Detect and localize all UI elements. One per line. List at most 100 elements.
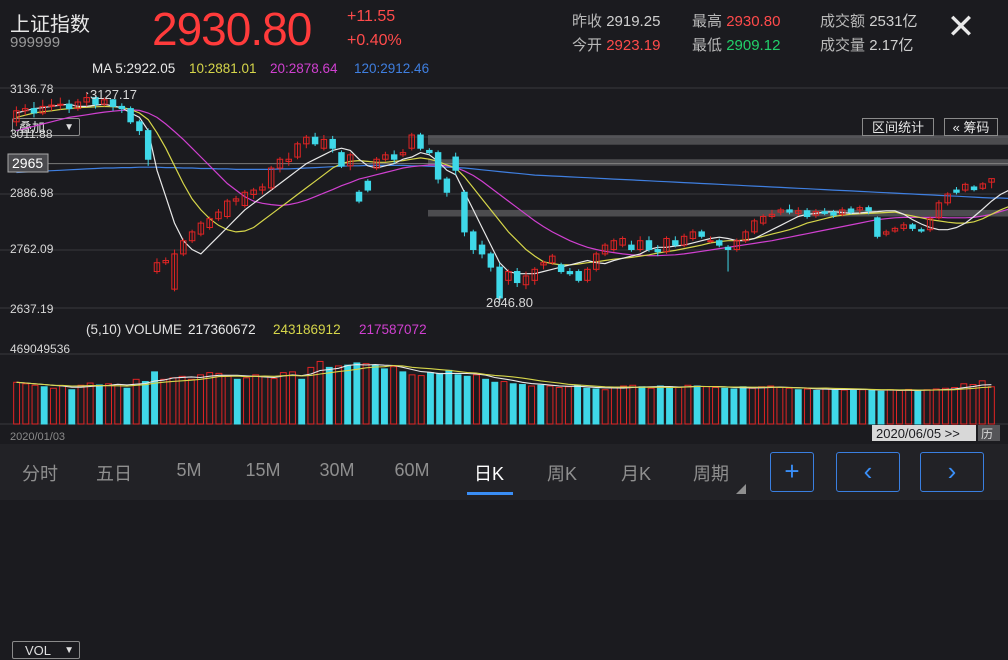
volume-bar-up — [409, 375, 415, 424]
volume-ma5-line — [17, 365, 992, 391]
chevron-right-icon[interactable]: › — [920, 452, 984, 492]
volume-bar-up — [749, 388, 755, 424]
candle-down — [128, 109, 133, 122]
volume-bar-down — [575, 385, 581, 424]
candle-down — [119, 106, 124, 108]
candle-down — [629, 245, 634, 249]
volume-bar-up — [473, 375, 479, 424]
volume-bar-down — [878, 391, 884, 424]
tab-five-day[interactable]: 五日 — [86, 460, 142, 486]
volume-bar-down — [492, 382, 498, 424]
candle-down — [137, 122, 142, 131]
tab-day-k[interactable]: 日K — [461, 460, 517, 486]
volume-bar-up — [418, 376, 424, 424]
volume-bar-up — [87, 383, 93, 424]
volume-bar-down — [869, 390, 875, 424]
volume-bar-up — [253, 375, 259, 424]
volume-bar-up — [713, 388, 719, 424]
volume-bar-up — [280, 373, 286, 424]
volume-bar-down — [446, 370, 452, 424]
tab-60m[interactable]: 60M — [384, 460, 440, 481]
candle-down — [558, 265, 563, 272]
volume-bar-down — [483, 379, 489, 424]
volume-bar-down — [657, 386, 663, 424]
volume-bar-up — [198, 375, 204, 424]
candle-down — [954, 190, 959, 192]
candle-down — [971, 187, 976, 190]
volume-bar-down — [354, 363, 360, 424]
volume-bar-up — [23, 384, 29, 424]
volume-bar-up — [933, 389, 939, 424]
candle-down — [488, 254, 493, 267]
candle-down — [655, 250, 660, 252]
volume-bar-up — [14, 382, 20, 424]
volume-bar-down — [832, 389, 838, 424]
candle-down — [919, 230, 924, 231]
candlestick-chart[interactable]: 3136.78 3011.88 2886.98 2762.09 2637.19 … — [0, 82, 1008, 322]
candle-down — [66, 104, 71, 108]
candle-up — [708, 241, 713, 242]
candle-down — [312, 137, 317, 144]
candle-down — [717, 241, 722, 245]
tab-period[interactable]: 周期 — [683, 460, 739, 486]
volume-bar-down — [427, 373, 433, 424]
volume-bar-up — [262, 376, 268, 424]
volume-bar-up — [896, 390, 902, 424]
volume-chart[interactable]: 469049536 2020/01/03 2020/06/05 >> 历 — [0, 340, 1008, 444]
price-axis-top: 3136.78 — [10, 82, 54, 96]
candle-down — [787, 210, 792, 212]
volume-bar-down — [345, 365, 351, 424]
history-button[interactable]: 历 — [978, 425, 1000, 441]
candle-down — [725, 247, 730, 249]
close-icon[interactable]: ✕ — [944, 10, 978, 44]
volume-bar-up — [290, 372, 296, 424]
high-stat: 最高 2930.80 — [692, 10, 780, 31]
price-change: +11.55 — [347, 8, 395, 26]
candle-down — [462, 192, 467, 232]
volume-bar-up — [556, 388, 562, 424]
candle-down — [514, 272, 519, 283]
candle-down — [673, 241, 678, 245]
end-date-tag[interactable]: 2020/06/05 >> — [872, 425, 976, 441]
open-value: 2923.19 — [606, 37, 660, 54]
volume-bar-down — [400, 372, 406, 424]
candle-down — [910, 225, 915, 229]
volume-bar-up — [244, 378, 250, 424]
volume-label: 成交量 — [820, 37, 865, 54]
volume-bar-up — [648, 388, 654, 424]
ma5-label: MA 5:2922.05 — [92, 61, 175, 76]
tab-30m[interactable]: 30M — [309, 460, 365, 481]
volume-bar-up — [336, 366, 342, 424]
tab-week-k[interactable]: 周K — [534, 460, 590, 486]
end-date-label: 2020/06/05 >> — [876, 426, 960, 441]
volume-bar-up — [942, 388, 948, 424]
volume-bar-up — [207, 373, 213, 424]
volume-bar-down — [915, 391, 921, 424]
volume-bar-up — [216, 373, 222, 424]
plus-icon[interactable]: + — [770, 452, 814, 492]
volume-bar-up — [115, 385, 121, 424]
volume-bar-down — [96, 385, 102, 424]
chevron-left-icon[interactable]: ‹ — [836, 452, 900, 492]
volume-bar-down — [510, 384, 516, 424]
tab-5m[interactable]: 5M — [161, 460, 217, 481]
tab-month-k[interactable]: 月K — [608, 460, 664, 486]
volume-legend-bar: VOL ▼ (5,10) VOLUME 217360672 243186912 … — [0, 320, 1008, 340]
prev-close-stat: 昨收 2919.25 — [572, 10, 660, 31]
volume-params: (5,10) VOLUME — [86, 322, 182, 337]
volume-bar-up — [970, 385, 976, 424]
tab-intraday[interactable]: 分时 — [12, 460, 68, 486]
tab-15m[interactable]: 15M — [235, 460, 291, 481]
candle-down — [567, 272, 572, 274]
open-stat: 今开 2923.19 — [572, 34, 660, 55]
volume-bar-up — [860, 390, 866, 424]
volume-bar-up — [106, 384, 112, 424]
volume-bar-down — [464, 376, 470, 424]
volume-bar-down — [667, 387, 673, 424]
ma-legend-bar: 叠加 ▼ MA 5:2922.05 10:2881.01 20:2878.64 … — [0, 58, 1008, 80]
ma20-label: 20:2878.64 — [270, 61, 338, 76]
candle-down — [875, 218, 880, 236]
volume-indicator-dropdown[interactable]: VOL ▼ — [12, 641, 80, 659]
candle-down — [427, 150, 432, 152]
low-value: 2909.12 — [726, 37, 780, 54]
